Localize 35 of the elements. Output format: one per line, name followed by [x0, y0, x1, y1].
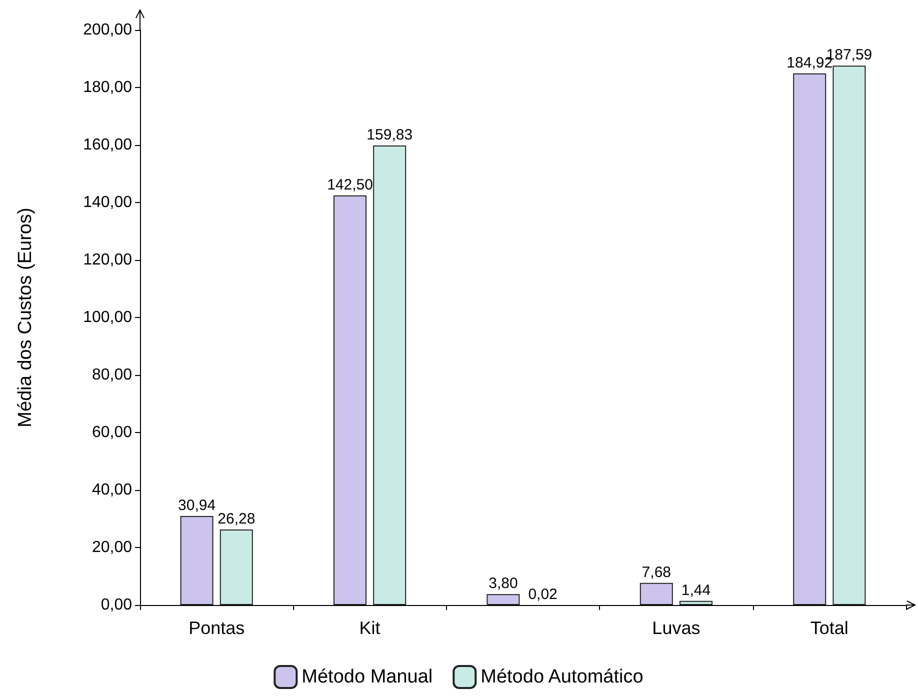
- data-label: 3,80: [488, 575, 518, 592]
- y-tick-label: 0,00: [100, 596, 132, 614]
- y-axis-title: Média dos Custos (Euros): [15, 208, 36, 428]
- y-tick-label: 40,00: [92, 482, 132, 498]
- y-tick-label: 100,00: [83, 309, 132, 326]
- y-tick-label: 180,00: [83, 79, 132, 96]
- y-tick-label: 120,00: [83, 252, 132, 268]
- x-tick-label: Kit: [359, 618, 380, 638]
- data-label: 7,68: [642, 564, 671, 581]
- bar: [334, 195, 366, 605]
- y-tick-label: 20,00: [92, 539, 132, 556]
- y-tick-label: 80,00: [92, 366, 132, 384]
- bar: [832, 66, 866, 605]
- y-tick-label: 140,00: [83, 194, 132, 211]
- x-tick-label: Total: [810, 618, 848, 638]
- y-tick-label: 160,00: [83, 136, 132, 154]
- bar: [220, 529, 253, 605]
- bar: [373, 145, 406, 605]
- x-tick-label: Luvas: [652, 618, 700, 638]
- legend-label: Método Manual: [302, 666, 433, 688]
- data-label: 159,83: [366, 126, 413, 144]
- y-tick-label: 200,00: [83, 22, 132, 38]
- data-label: 26,28: [218, 510, 256, 528]
- bar: [180, 516, 214, 605]
- x-tick-label: Pontas: [188, 618, 245, 638]
- bar: [640, 582, 673, 605]
- bar: [486, 594, 520, 605]
- data-label: 1,44: [681, 582, 711, 599]
- legend-label: Método Automático: [480, 666, 644, 688]
- bar: [793, 73, 826, 605]
- data-label: 142,50: [327, 176, 373, 194]
- data-label: 30,94: [178, 497, 216, 514]
- y-tick-label: 60,00: [92, 424, 132, 441]
- bar: [680, 600, 712, 605]
- data-label: 0,02: [528, 586, 558, 603]
